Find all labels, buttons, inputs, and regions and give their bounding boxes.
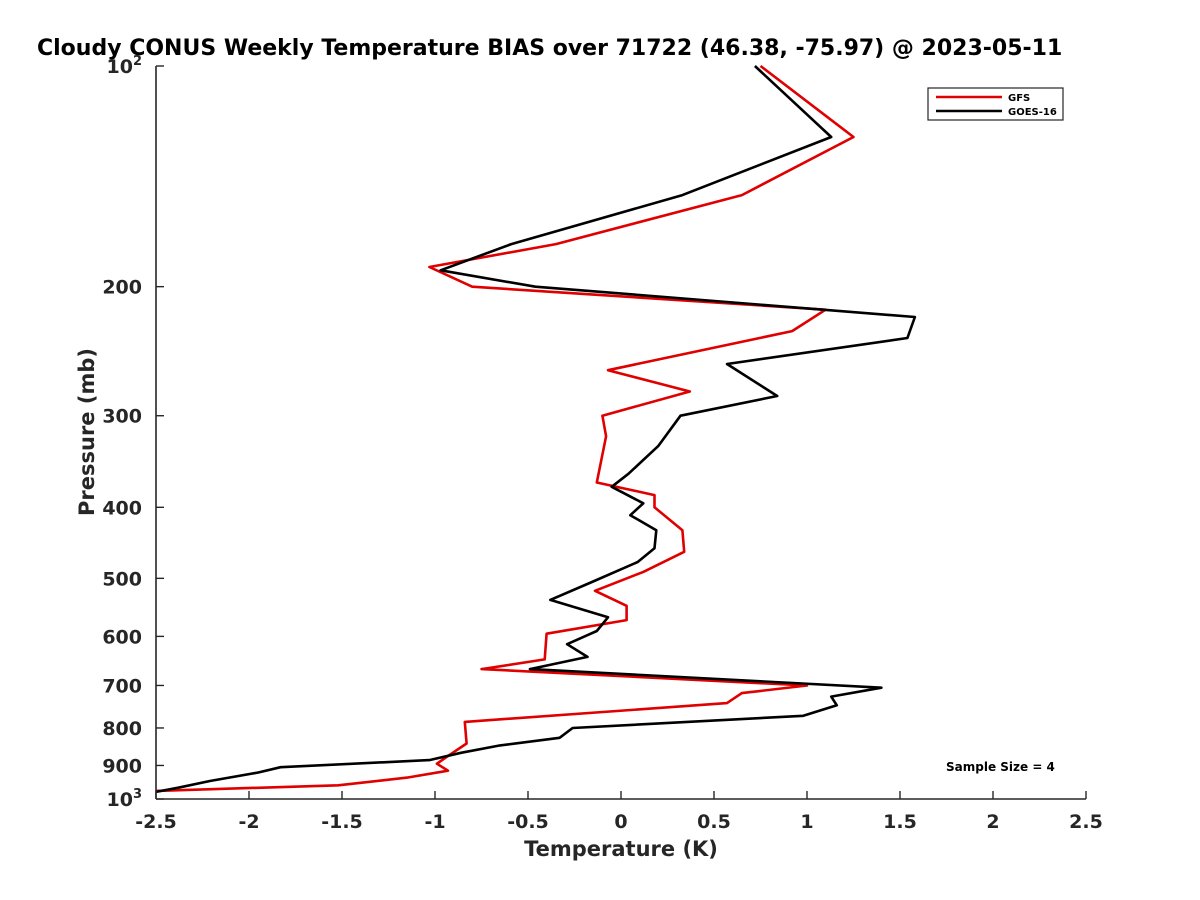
x-axis-label: Temperature (K) [524, 837, 718, 861]
y-axis-ticks: 102 200 300 400 500 600 700 800 900 103 [102, 54, 164, 811]
y-tick-label: 400 [102, 497, 142, 519]
y-tick-label: 500 [102, 568, 142, 590]
legend-label-gfs: GFS [1008, 93, 1030, 104]
y-axis-label: Pressure (mb) [75, 348, 99, 516]
axes-box [156, 66, 1086, 799]
y-tick-label: 102 [107, 54, 143, 78]
y-tick-label: 600 [102, 626, 142, 648]
y-tick-label: 300 [102, 406, 142, 428]
legend-label-goes-16: GOES-16 [1008, 107, 1057, 118]
chart-title: Cloudy CONUS Weekly Temperature BIAS ove… [37, 36, 1062, 61]
plot-area [155, 64, 1086, 800]
x-axis-ticks: -2.5 -2 -1.5 -1 -0.5 0 0.5 1 1.5 2 2.5 [135, 791, 1103, 833]
x-tick-label: -0.5 [507, 811, 549, 833]
y-tick-label: 103 [107, 787, 143, 811]
series-line-goes-16 [155, 65, 917, 794]
x-tick-label: -1 [424, 811, 445, 833]
legend: GFS GOES-16 [927, 87, 1064, 121]
legend-box [927, 87, 1064, 121]
x-tick-label: 1 [800, 811, 813, 833]
y-tick-label: 200 [102, 277, 142, 299]
x-tick-label: 2.5 [1069, 811, 1103, 833]
y-tick-label: 700 [102, 675, 142, 697]
x-tick-label: -2 [238, 811, 259, 833]
x-tick-label: -2.5 [135, 811, 177, 833]
y-tick-label: 900 [102, 755, 142, 777]
x-tick-label: -1.5 [321, 811, 363, 833]
x-tick-label: 2 [986, 811, 999, 833]
series-layer [155, 64, 917, 794]
y-tick-label: 800 [102, 718, 142, 740]
sample-size-annotation: Sample Size = 4 [946, 760, 1055, 774]
x-tick-label: 0.5 [697, 811, 731, 833]
x-tick-label: 0 [614, 811, 627, 833]
series-line-gfs [155, 64, 855, 793]
x-tick-label: 1.5 [883, 811, 917, 833]
